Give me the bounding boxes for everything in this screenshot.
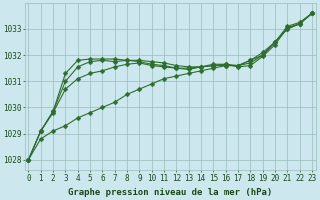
X-axis label: Graphe pression niveau de la mer (hPa): Graphe pression niveau de la mer (hPa) [68, 188, 272, 197]
